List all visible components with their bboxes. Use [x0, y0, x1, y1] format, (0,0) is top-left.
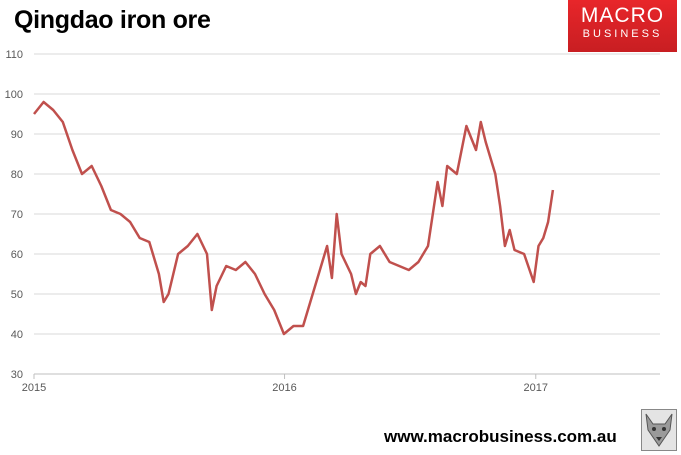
- x-axis-ticks: 2015 2016 2017: [22, 374, 548, 394]
- y-tick-label: 50: [11, 289, 23, 301]
- y-tick-label: 110: [5, 49, 23, 61]
- series-line: [33, 100, 555, 336]
- x-tick-label: 2016: [272, 382, 296, 394]
- y-tick-label: 60: [11, 249, 23, 261]
- series-group: [33, 100, 555, 336]
- y-tick-label: 80: [11, 169, 23, 181]
- y-tick-label: 100: [5, 89, 23, 101]
- y-axis-ticks: 30 40 50 60 70 80 90 100 110: [5, 49, 23, 381]
- y-tick-label: 90: [11, 129, 23, 141]
- gridlines: [34, 53, 660, 335]
- y-tick-label: 30: [11, 369, 23, 381]
- wolf-logo-icon: [641, 409, 677, 451]
- x-tick-label: 2015: [22, 382, 46, 394]
- logo-line-1: MACRO: [580, 4, 665, 27]
- macrobusiness-logo: MACRO BUSINESS: [568, 0, 677, 52]
- y-tick-label: 40: [11, 329, 23, 341]
- logo-line-2: BUSINESS: [582, 28, 663, 40]
- chart-title: Qingdao iron ore: [14, 6, 211, 34]
- x-tick-label: 2017: [524, 382, 548, 394]
- footer-url: www.macrobusiness.com.au: [384, 427, 617, 446]
- y-tick-label: 70: [11, 209, 23, 221]
